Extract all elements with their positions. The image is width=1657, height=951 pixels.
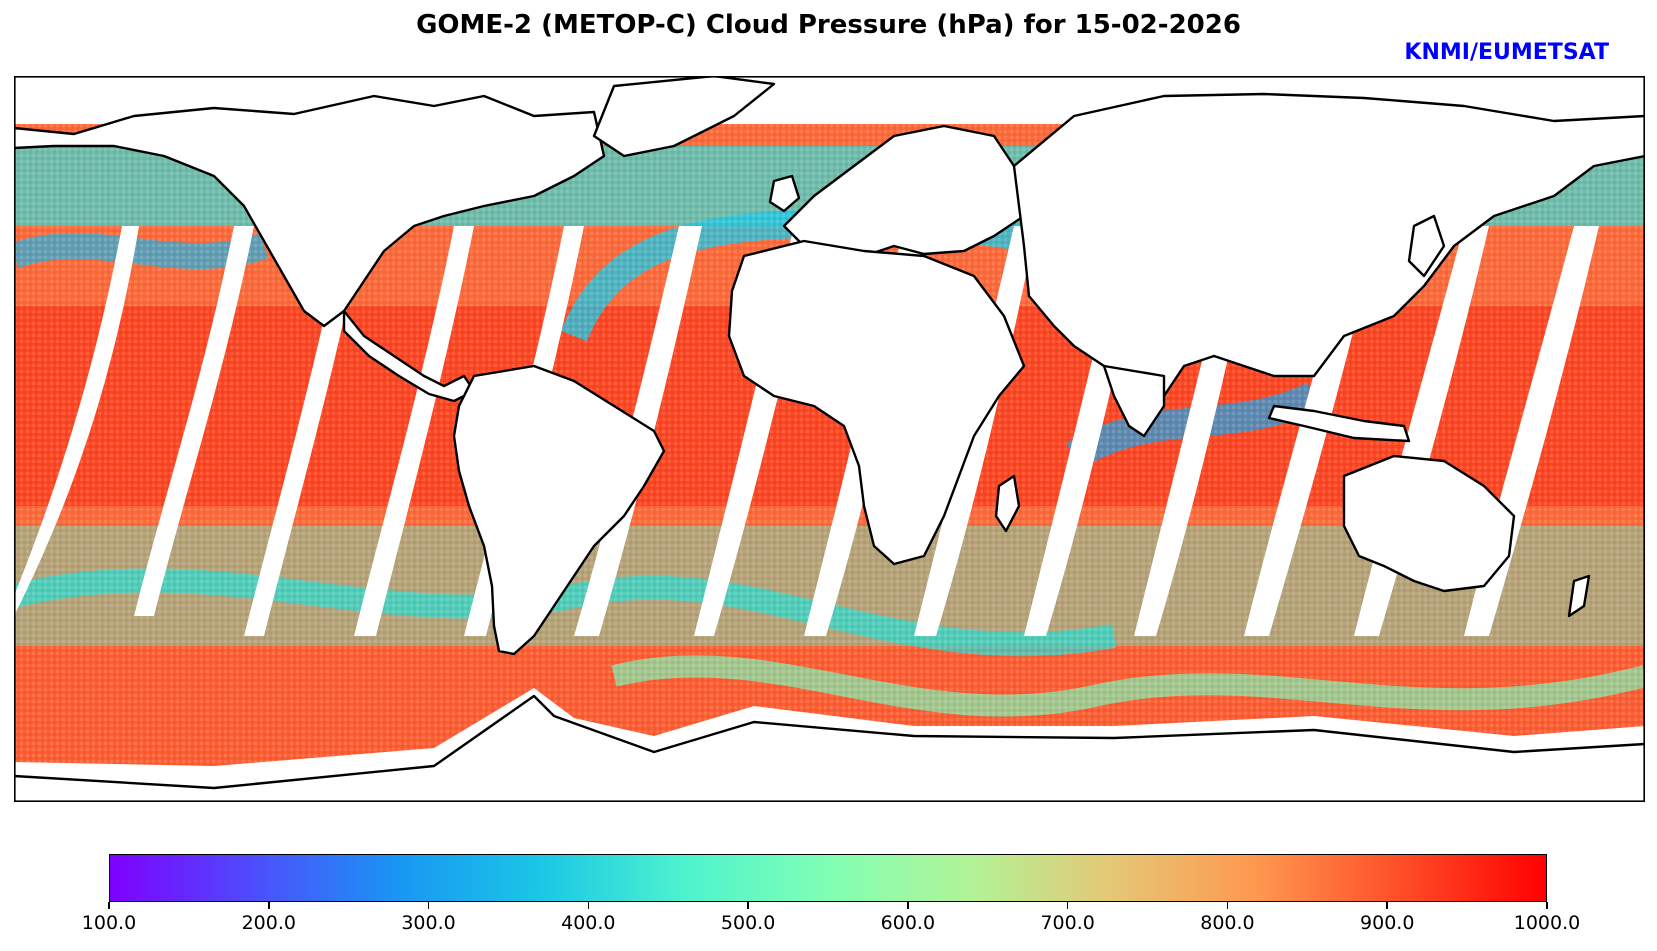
orbit-gap bbox=[134, 226, 254, 616]
landmass-madagascar bbox=[994, 474, 1021, 533]
colorbar-tick-label: 100.0 bbox=[81, 912, 137, 934]
colorbar-tick bbox=[747, 902, 749, 909]
colorbar-tick-label: 700.0 bbox=[1040, 912, 1095, 934]
colorbar bbox=[109, 854, 1547, 902]
coastlines bbox=[14, 76, 1645, 802]
cloud-pressure-map bbox=[14, 76, 1645, 802]
colorbar-tick-label: 200.0 bbox=[241, 912, 296, 934]
colorbar-tick bbox=[268, 902, 270, 909]
colorbar-tick-label: 900.0 bbox=[1360, 912, 1415, 934]
landmass-south-america bbox=[452, 364, 666, 656]
landmass-antarctica bbox=[14, 694, 1645, 802]
colorbar-tick bbox=[1066, 902, 1069, 909]
colorbar-tick-label: 800.0 bbox=[1200, 912, 1255, 934]
colorbar-tick bbox=[1386, 902, 1388, 909]
colorbar-tick bbox=[108, 902, 110, 909]
chart-title: GOME-2 (METOP-C) Cloud Pressure (hPa) fo… bbox=[416, 10, 1241, 40]
colorbar-tick bbox=[907, 902, 909, 909]
landmass-asia bbox=[1012, 92, 1645, 398]
landmass-north-america bbox=[14, 94, 606, 328]
map-frame bbox=[14, 76, 1645, 802]
landmass-australia bbox=[1342, 454, 1516, 593]
orbit-gap bbox=[244, 226, 364, 636]
landmass-india bbox=[1102, 364, 1166, 438]
landmass-new-zealand bbox=[1567, 574, 1591, 618]
colorbar-tick bbox=[1226, 902, 1229, 909]
colorbar-tick-label: 400.0 bbox=[561, 912, 616, 934]
landmass-indonesia bbox=[1267, 404, 1411, 443]
colorbar-tick-label: 600.0 bbox=[880, 912, 936, 934]
colorbar-tick bbox=[1546, 902, 1548, 909]
landmass-africa bbox=[727, 239, 1026, 566]
colorbar-tick-label: 300.0 bbox=[401, 912, 456, 934]
colorbar-tick-label: 500.0 bbox=[720, 912, 776, 934]
landmass-uk bbox=[768, 174, 801, 213]
colorbar-tick bbox=[587, 902, 590, 909]
orbit-gap bbox=[354, 226, 474, 636]
colorbar-tick-label: 1000.0 bbox=[1513, 912, 1581, 934]
orbit-gap bbox=[14, 226, 139, 616]
landmass-japan bbox=[1407, 214, 1446, 278]
credit-label: KNMI/EUMETSAT bbox=[1404, 40, 1609, 65]
colorbar-tick bbox=[427, 902, 430, 909]
